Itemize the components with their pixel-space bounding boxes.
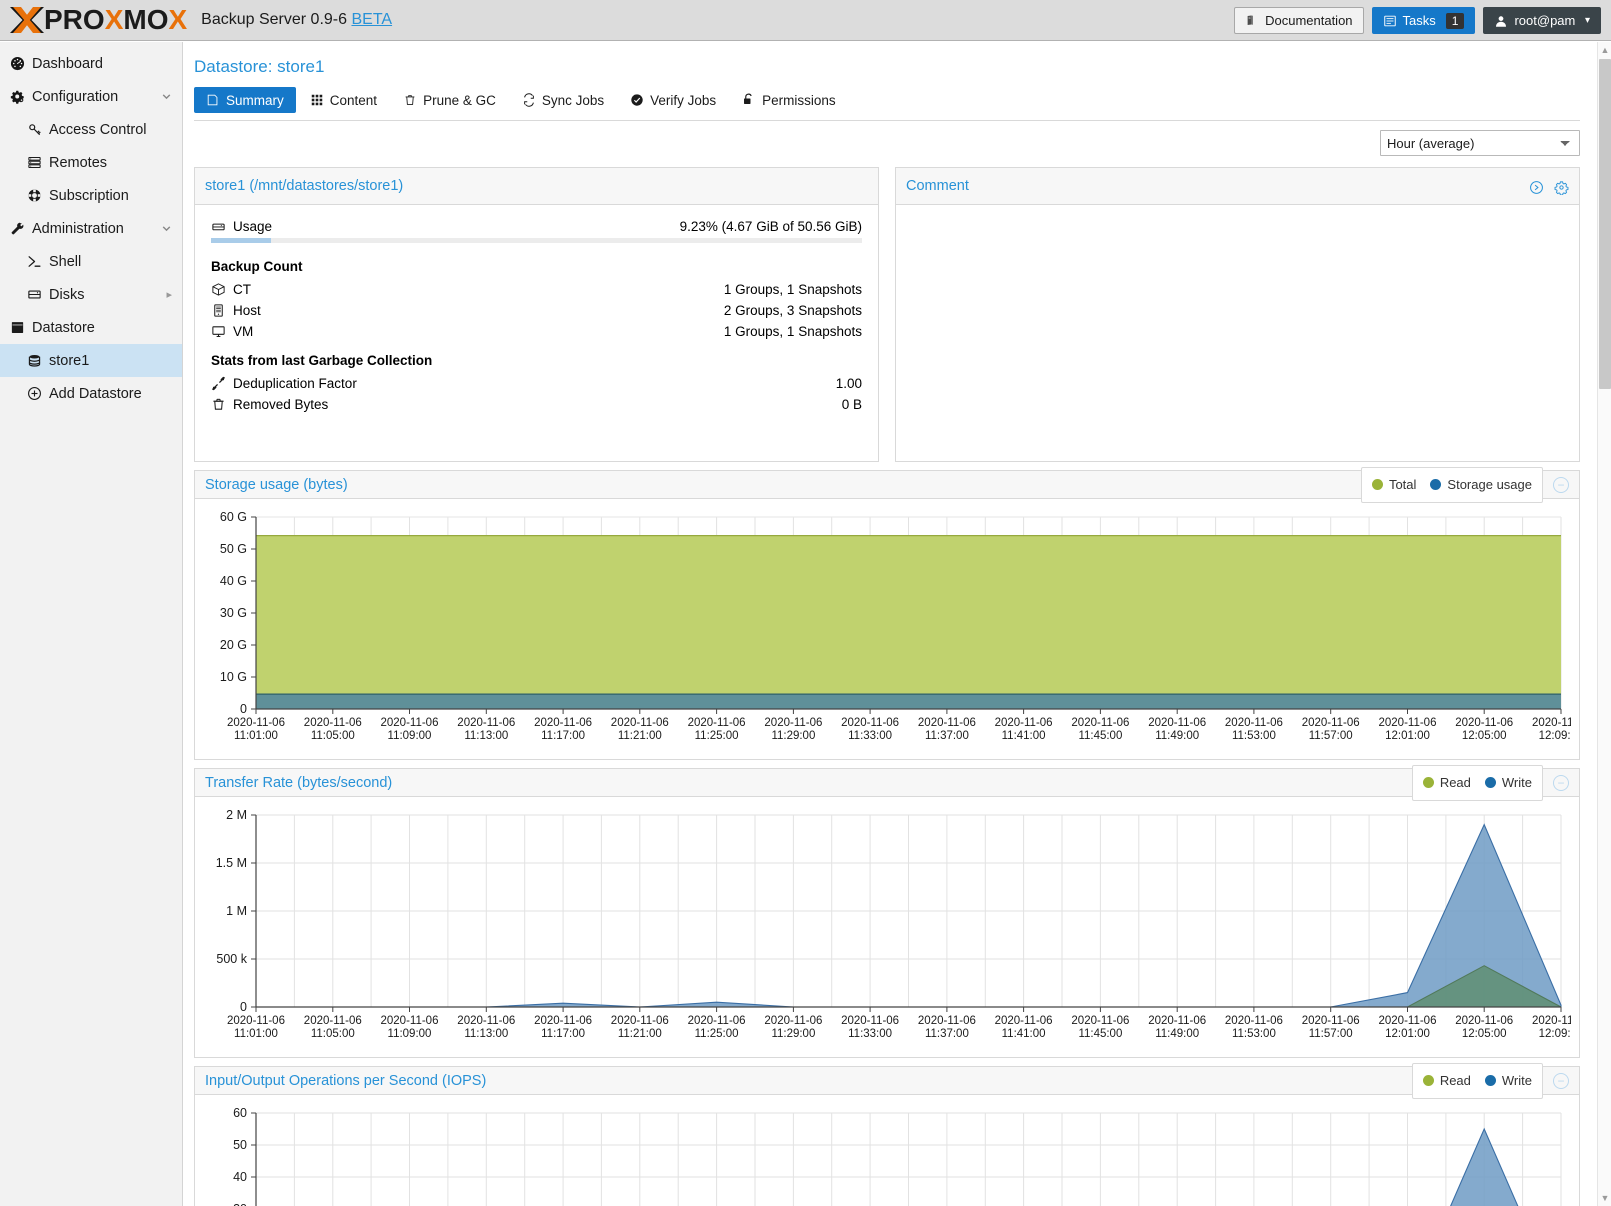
svg-text:2020-11-06: 2020-11-06 <box>1302 717 1360 729</box>
svg-text:2020-11-06: 2020-11-06 <box>841 1015 899 1027</box>
svg-text:2020-11-06: 2020-11-06 <box>227 1015 285 1027</box>
svg-text:2020-11-06: 2020-11-06 <box>1071 717 1129 729</box>
svg-text:20 G: 20 G <box>220 638 247 652</box>
svg-text:11:37:00: 11:37:00 <box>925 1028 969 1040</box>
svg-text:12:09:00: 12:09:00 <box>1539 730 1571 742</box>
svg-text:30: 30 <box>233 1202 247 1206</box>
svg-text:2020-11-06: 2020-11-06 <box>534 1015 592 1027</box>
svg-text:2020-11-06: 2020-11-06 <box>1532 717 1571 729</box>
svg-text:2 M: 2 M <box>226 808 247 822</box>
svg-text:2020-11-06: 2020-11-06 <box>918 1015 976 1027</box>
svg-text:11:17:00: 11:17:00 <box>541 730 585 742</box>
svg-text:11:41:00: 11:41:00 <box>1002 730 1046 742</box>
svg-text:2020-11-06: 2020-11-06 <box>1302 1015 1360 1027</box>
svg-text:11:37:00: 11:37:00 <box>925 730 969 742</box>
svg-text:30 G: 30 G <box>220 606 247 620</box>
svg-text:2020-11-06: 2020-11-06 <box>304 1015 362 1027</box>
svg-text:11:45:00: 11:45:00 <box>1078 1028 1122 1040</box>
svg-text:2020-11-06: 2020-11-06 <box>841 717 899 729</box>
svg-text:2020-11-06: 2020-11-06 <box>304 717 362 729</box>
svg-text:12:09:00: 12:09:00 <box>1539 1028 1571 1040</box>
svg-text:2020-11-06: 2020-11-06 <box>227 717 285 729</box>
svg-text:2020-11-06: 2020-11-06 <box>688 717 746 729</box>
svg-text:10 G: 10 G <box>220 670 247 684</box>
svg-text:2020-11-06: 2020-11-06 <box>995 1015 1053 1027</box>
svg-text:11:21:00: 11:21:00 <box>618 1028 662 1040</box>
svg-text:2020-11-06: 2020-11-06 <box>381 1015 439 1027</box>
svg-text:50: 50 <box>233 1138 247 1152</box>
svg-text:11:25:00: 11:25:00 <box>695 1028 739 1040</box>
svg-text:11:41:00: 11:41:00 <box>1002 1028 1046 1040</box>
svg-text:11:29:00: 11:29:00 <box>771 1028 815 1040</box>
svg-text:1 M: 1 M <box>226 904 247 918</box>
svg-text:11:49:00: 11:49:00 <box>1155 730 1199 742</box>
svg-text:11:29:00: 11:29:00 <box>771 730 815 742</box>
svg-text:11:33:00: 11:33:00 <box>848 730 892 742</box>
svg-text:2020-11-06: 2020-11-06 <box>764 717 822 729</box>
svg-text:2020-11-06: 2020-11-06 <box>457 1015 515 1027</box>
svg-text:11:05:00: 11:05:00 <box>311 730 355 742</box>
svg-text:2020-11-06: 2020-11-06 <box>457 717 515 729</box>
svg-text:60 G: 60 G <box>220 510 247 524</box>
svg-text:2020-11-06: 2020-11-06 <box>1225 717 1283 729</box>
svg-text:11:05:00: 11:05:00 <box>311 1028 355 1040</box>
svg-text:11:57:00: 11:57:00 <box>1309 730 1353 742</box>
svg-text:2020-11-06: 2020-11-06 <box>1455 717 1513 729</box>
svg-text:11:33:00: 11:33:00 <box>848 1028 892 1040</box>
svg-text:11:17:00: 11:17:00 <box>541 1028 585 1040</box>
svg-text:11:57:00: 11:57:00 <box>1309 1028 1353 1040</box>
svg-text:2020-11-06: 2020-11-06 <box>611 717 669 729</box>
svg-text:11:25:00: 11:25:00 <box>695 730 739 742</box>
svg-text:11:01:00: 11:01:00 <box>234 1028 278 1040</box>
svg-text:2020-11-06: 2020-11-06 <box>918 717 976 729</box>
svg-text:2020-11-06: 2020-11-06 <box>611 1015 669 1027</box>
svg-text:11:53:00: 11:53:00 <box>1232 730 1276 742</box>
svg-text:11:01:00: 11:01:00 <box>234 730 278 742</box>
svg-text:1.5 M: 1.5 M <box>216 856 247 870</box>
svg-text:11:13:00: 11:13:00 <box>464 1028 508 1040</box>
svg-text:11:21:00: 11:21:00 <box>618 730 662 742</box>
svg-text:11:13:00: 11:13:00 <box>464 730 508 742</box>
svg-text:11:09:00: 11:09:00 <box>388 1028 432 1040</box>
svg-text:2020-11-06: 2020-11-06 <box>1379 717 1437 729</box>
svg-text:11:49:00: 11:49:00 <box>1155 1028 1199 1040</box>
svg-text:60: 60 <box>233 1106 247 1120</box>
svg-text:2020-11-06: 2020-11-06 <box>1225 1015 1283 1027</box>
svg-text:0: 0 <box>240 702 247 716</box>
svg-text:0: 0 <box>240 1000 247 1014</box>
svg-text:12:01:00: 12:01:00 <box>1385 1028 1430 1040</box>
svg-text:12:05:00: 12:05:00 <box>1462 1028 1507 1040</box>
svg-text:2020-11-06: 2020-11-06 <box>1455 1015 1513 1027</box>
svg-text:2020-11-06: 2020-11-06 <box>688 1015 746 1027</box>
svg-text:2020-11-06: 2020-11-06 <box>764 1015 822 1027</box>
svg-text:12:05:00: 12:05:00 <box>1462 730 1507 742</box>
svg-text:500 k: 500 k <box>216 952 247 966</box>
svg-text:50 G: 50 G <box>220 542 247 556</box>
svg-text:2020-11-06: 2020-11-06 <box>534 717 592 729</box>
svg-text:2020-11-06: 2020-11-06 <box>1532 1015 1571 1027</box>
svg-text:2020-11-06: 2020-11-06 <box>1148 1015 1206 1027</box>
svg-text:2020-11-06: 2020-11-06 <box>995 717 1053 729</box>
svg-text:2020-11-06: 2020-11-06 <box>1148 717 1206 729</box>
svg-text:2020-11-06: 2020-11-06 <box>381 717 439 729</box>
svg-text:2020-11-06: 2020-11-06 <box>1071 1015 1129 1027</box>
svg-text:12:01:00: 12:01:00 <box>1385 730 1430 742</box>
svg-text:40 G: 40 G <box>220 574 247 588</box>
svg-text:11:53:00: 11:53:00 <box>1232 1028 1276 1040</box>
svg-text:11:09:00: 11:09:00 <box>388 730 432 742</box>
svg-text:2020-11-06: 2020-11-06 <box>1379 1015 1437 1027</box>
svg-text:40: 40 <box>233 1170 247 1184</box>
svg-text:11:45:00: 11:45:00 <box>1078 730 1122 742</box>
